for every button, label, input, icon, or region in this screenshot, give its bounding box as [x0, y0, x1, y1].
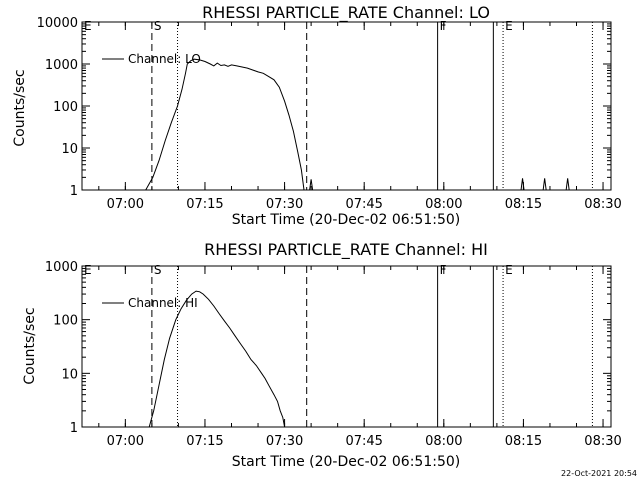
y-tick-label: 10	[61, 142, 78, 157]
y-tick-label: 10	[61, 367, 78, 382]
x-tick-label: 08:00	[425, 197, 462, 212]
series-spike	[542, 178, 547, 191]
x-tick-label: 07:15	[186, 434, 223, 449]
y-tick-label: 100	[53, 100, 78, 115]
x-tick-label: 08:00	[425, 434, 462, 449]
panel-hi: RHESSI PARTICLE_RATE Channel: HI Start T…	[22, 240, 622, 470]
plot-frame-hi	[81, 265, 612, 428]
x-tick-label: 08:15	[505, 434, 542, 449]
x-tick-label: 08:30	[584, 434, 621, 449]
y-tick-label: 1	[70, 421, 78, 436]
legend-label-lo: Channel: LO	[128, 52, 201, 66]
x-tick-label: 07:30	[266, 197, 303, 212]
y-tick-label: 1000	[45, 260, 78, 275]
x-axis-label-hi: Start Time (20-Dec-02 06:51:50)	[232, 454, 460, 470]
x-tick-label: 08:15	[505, 197, 542, 212]
chart-title-lo: RHESSI PARTICLE_RATE Channel: LO	[202, 3, 490, 23]
event-marker-label: E	[84, 263, 92, 277]
chart-title-hi: RHESSI PARTICLE_RATE Channel: HI	[204, 240, 488, 260]
y-tick-label: 1	[70, 184, 78, 199]
event-marker-label: S	[154, 263, 162, 277]
x-tick-label: 07:00	[107, 197, 144, 212]
y-axis-label-lo: Counts/sec	[12, 69, 28, 146]
panel-lo: RHESSI PARTICLE_RATE Channel: LO Start T…	[12, 3, 622, 228]
series-spike	[565, 178, 570, 191]
event-marker-label: E	[505, 19, 513, 33]
event-marker-label: S	[154, 19, 162, 33]
plot-frame-lo	[81, 21, 612, 191]
event-marker-label: E	[505, 263, 513, 277]
event-marker-label: F	[440, 263, 447, 277]
y-tick-label: 10000	[37, 16, 78, 31]
x-tick-label: 07:15	[186, 197, 223, 212]
x-tick-label: 07:45	[345, 197, 382, 212]
event-marker-label: F	[440, 19, 447, 33]
x-tick-label: 07:30	[266, 434, 303, 449]
x-tick-label: 07:00	[107, 434, 144, 449]
series-line-hi	[148, 290, 286, 428]
y-tick-label: 100	[53, 314, 78, 329]
legend-label-hi: Channel: HI	[128, 296, 198, 310]
y-tick-label: 1000	[45, 58, 78, 73]
series-line-lo	[145, 58, 305, 191]
x-axis-label-lo: Start Time (20-Dec-02 06:51:50)	[232, 212, 460, 228]
generation-timestamp: 22-Oct-2021 20:54	[561, 469, 637, 478]
y-axis-label-hi: Counts/sec	[22, 307, 38, 384]
series-spike	[309, 179, 314, 191]
event-marker-label: E	[84, 19, 92, 33]
x-tick-label: 08:30	[584, 197, 621, 212]
series-spike	[520, 178, 525, 191]
x-tick-label: 07:45	[345, 434, 382, 449]
